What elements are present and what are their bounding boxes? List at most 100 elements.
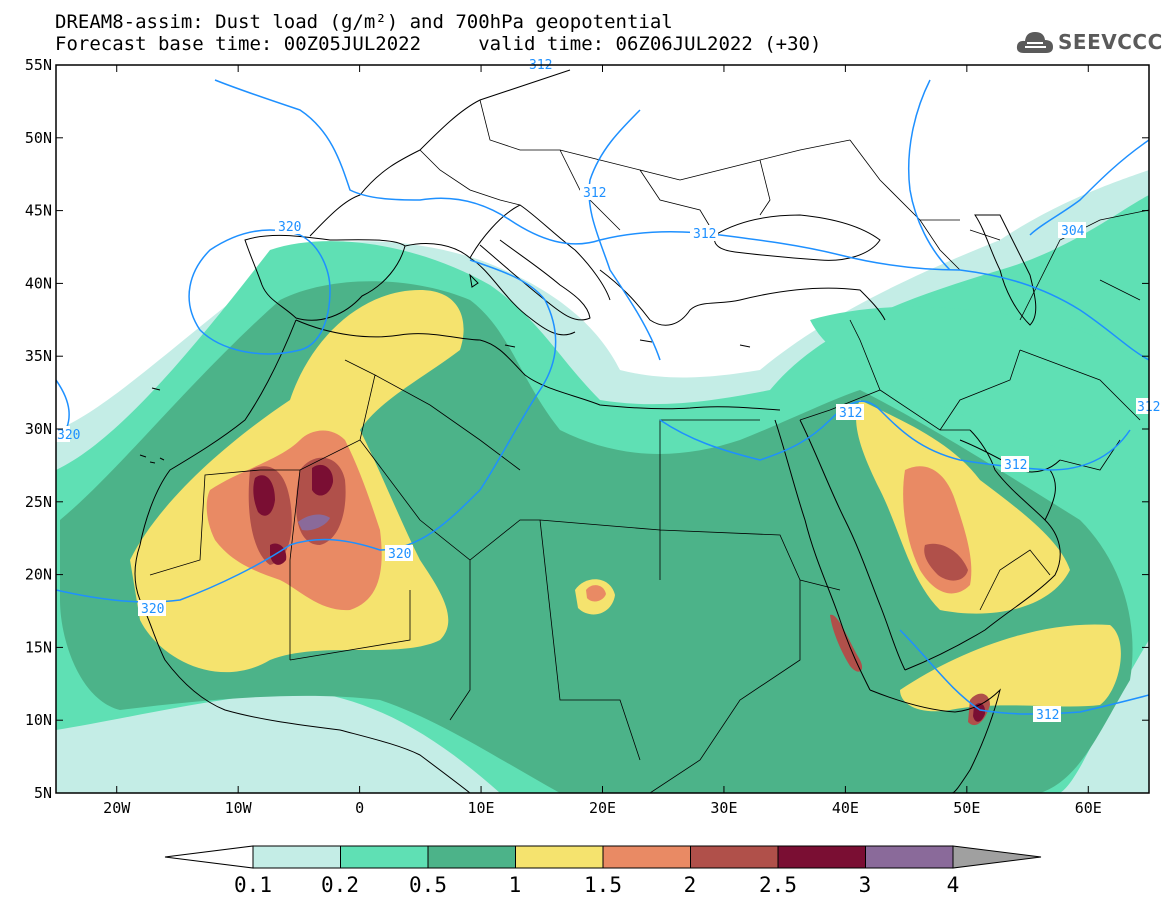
contour-312-south [899, 629, 1149, 715]
contour-label-box [1001, 456, 1029, 472]
north-africa-coast [295, 319, 781, 411]
colorbar-swatch [515, 845, 604, 869]
colorbar-label: 0.2 [321, 873, 359, 897]
contour-label: 320 [388, 547, 411, 562]
dust-band-1.5-chad [586, 585, 606, 602]
colorbar-boxes [252, 845, 954, 869]
lon-label: 10W [225, 799, 253, 817]
lat-label: 30N [25, 420, 52, 438]
contour-label-box [690, 225, 718, 241]
colorbar-swatch [340, 845, 429, 869]
lat-label: 50N [25, 129, 52, 147]
contour-label-box [56, 426, 70, 442]
lat-label: 20N [25, 566, 52, 584]
colorbar-low-arrow [164, 845, 254, 869]
dust-band-3 [298, 514, 330, 531]
colorbar-label: 2 [683, 873, 697, 897]
colorbar-label: 3 [858, 873, 872, 897]
italy-coast [479, 239, 591, 321]
iberia-coast [244, 234, 406, 321]
islands [139, 273, 751, 464]
contour-312-central [588, 109, 661, 361]
cloud-icon [1016, 32, 1053, 53]
contour-label-box [1033, 706, 1061, 722]
axis-ticks: 55N 50N 45N 40N 35N 30N 25N 20N 15N 10N 5N 20W 10W 0 1… [25, 56, 1149, 817]
arabia-coast [904, 429, 1061, 671]
contour-label: 312 [1004, 458, 1027, 473]
lon-label: 60E [1075, 799, 1102, 817]
lat-label: 45N [25, 202, 52, 220]
seevccc-logo: SEEVCCC [1016, 24, 1163, 60]
contour-label: 320 [278, 220, 301, 235]
dust-band-2-arabia [924, 543, 968, 581]
dust-band-2-eritrea [830, 614, 863, 672]
colorbar-high-arrow [952, 845, 1042, 869]
contour-label-box [526, 60, 554, 72]
african-borders [149, 359, 841, 793]
lat-label: 25N [25, 493, 52, 511]
lon-label: 20W [103, 799, 131, 817]
colorbar-label: 4 [946, 873, 960, 897]
colorbar-swatch [777, 845, 866, 869]
contour-320-iberia [188, 229, 331, 355]
contour-label: 304 [1061, 224, 1085, 239]
middle-east-borders [799, 279, 1141, 611]
logo-text: SEEVCCC [1058, 30, 1163, 54]
lat-label: 35N [25, 347, 52, 365]
contour-label: 312 [693, 227, 716, 242]
dust-band-0.2-iran [810, 306, 1149, 470]
lon-label: 0 [355, 799, 364, 817]
lat-label: 5N [34, 784, 52, 802]
colorbar-swatch [602, 845, 691, 869]
contour-label: 312 [839, 406, 862, 421]
colorbar-swatch [252, 845, 341, 869]
black-sea-coast [713, 214, 881, 261]
lat-label: 15N [25, 638, 52, 656]
contour-label-box [836, 404, 864, 420]
colorbar-label: 0.5 [409, 873, 447, 897]
coastlines [134, 69, 1061, 793]
contour-labels: 312 320 312 312 320 320 312 312 304 312 … [56, 58, 1160, 723]
lon-label: 10E [468, 799, 495, 817]
colorbar [164, 845, 1042, 869]
borders [149, 99, 1149, 793]
contour-label-box [580, 184, 608, 200]
map-subtitle: Forecast base time: 00Z05JUL2022 valid t… [55, 33, 822, 55]
lon-label: 30E [710, 799, 737, 817]
lat-label: 10N [25, 711, 52, 729]
colorbar-swatch [690, 845, 779, 869]
horn-coast [869, 688, 1001, 793]
colorbar-label: 0.1 [234, 873, 272, 897]
contour-312-northeast [907, 79, 1149, 271]
lon-label: 50E [953, 799, 980, 817]
contour-label-box [1058, 222, 1086, 238]
lon-label: 20E [589, 799, 616, 817]
contour-312-middle-east [659, 400, 1131, 471]
dust-band-1-arabia [856, 400, 1070, 614]
contour-label-box [138, 600, 166, 616]
colorbar-swatch [427, 845, 516, 869]
balkan-coast [599, 269, 886, 326]
dust-fields [56, 65, 1149, 793]
contour-label: 312 [1036, 708, 1059, 723]
colorbar-label: 1 [508, 873, 522, 897]
caspian-coast [974, 214, 1037, 326]
red-sea-coast [774, 419, 906, 691]
west-africa-coast [134, 319, 471, 793]
colorbar-label: 2.5 [759, 873, 797, 897]
contour-312-europe [214, 79, 1149, 361]
lon-label: 40E [832, 799, 859, 817]
lat-label: 40N [25, 274, 52, 292]
contour-label: 320 [57, 428, 80, 443]
contour-label: 320 [141, 602, 164, 617]
contour-label: 312 [583, 186, 606, 201]
contour-label-box [275, 218, 303, 234]
contour-label-box [385, 545, 413, 561]
dust-band-2.5 [253, 464, 334, 565]
colorbar-swatch [865, 845, 954, 869]
contour-label-box [1136, 398, 1150, 414]
lat-label: 55N [25, 56, 52, 74]
map-title: DREAM8-assim: Dust load (g/m²) and 700hP… [55, 11, 673, 33]
colorbar-label: 1.5 [584, 873, 622, 897]
